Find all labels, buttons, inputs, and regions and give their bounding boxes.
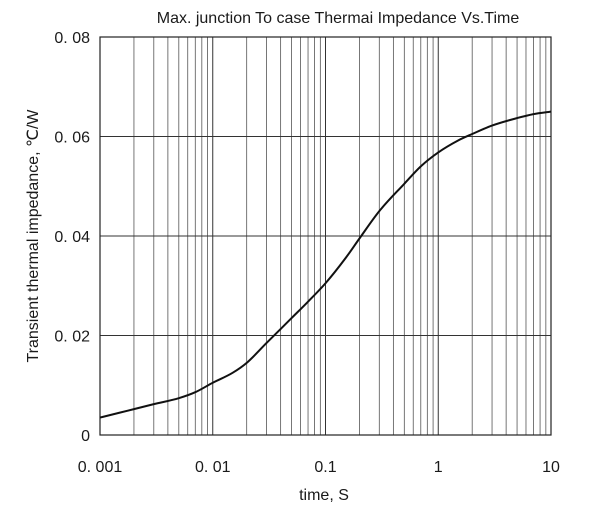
impedance-curve [99,110,552,419]
y-tick-label: 0. 04 [54,229,90,246]
chart-title: Max. junction To case Thermai Impedance … [157,10,520,27]
y-axis-ticks: 0 0. 02 0. 04 0. 06 0. 08 [54,30,90,445]
y-axis-label: Transient thermal impedance, ℃/W [25,109,42,363]
y-tick-label: 0. 02 [54,329,90,346]
x-tick-label: 0. 001 [78,459,123,476]
x-tick-label: 1 [434,459,443,476]
grid-lines [99,36,551,436]
x-axis-ticks: 0. 001 0. 01 0.1 1 10 [78,459,560,476]
y-tick-label: 0. 06 [54,130,90,147]
x-tick-label: 10 [542,459,560,476]
x-axis-label: time, S [299,487,349,504]
y-tick-label: 0 [81,428,90,445]
x-tick-label: 0. 01 [195,459,231,476]
x-tick-label: 0.1 [314,459,336,476]
y-tick-label: 0. 08 [54,30,90,47]
plot-frame [99,36,552,436]
